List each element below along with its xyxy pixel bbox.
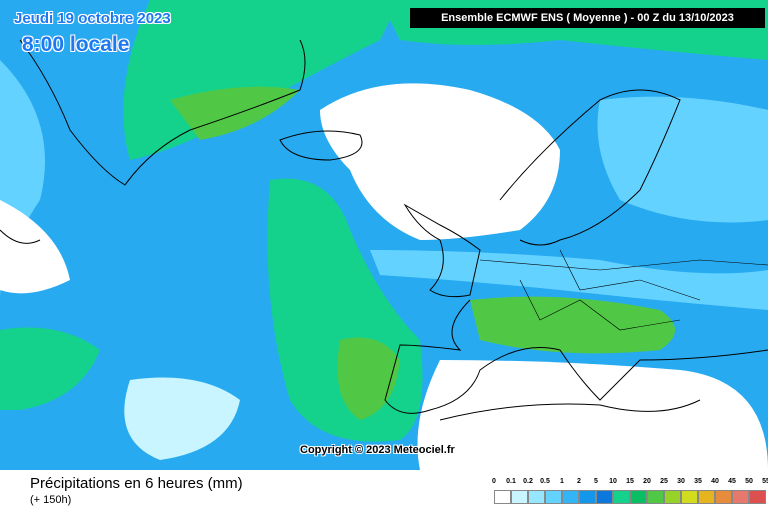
legend-label: 35 [694,478,702,485]
forecast-hour: (+ 150h) [30,494,72,506]
legend-swatch [596,490,613,504]
legend-label: 10 [609,478,617,485]
legend-swatch [511,490,528,504]
legend-label: 0 [492,478,496,485]
legend-label: 55 [762,478,768,485]
dry-area [417,360,768,470]
legend-swatch [630,490,647,504]
coastline [19,39,306,186]
precip-area [170,86,300,140]
legend-label: 15 [626,478,634,485]
date-label: Jeudi 19 octobre 2023 [14,10,171,27]
legend-label: 2 [577,478,581,485]
legend-label: 5 [594,478,598,485]
legend-swatch [681,490,698,504]
legend-label: 1 [560,478,564,485]
coastline [439,399,701,421]
precip-area [124,377,240,460]
legend-swatch [647,490,664,504]
legend-swatch [494,490,511,504]
map [0,0,768,470]
time-label: 8:00 locale [22,33,130,56]
precip-area [370,250,768,310]
legend-swatch [749,490,766,504]
legend-swatch [545,490,562,504]
color-legend: 0 0.1 0.2 0.5 1 2 5 10 15 20 25 30 35 40 45 50 55 [486,478,768,510]
border [519,279,681,331]
precip-area [337,337,400,420]
legend-swatch [562,490,579,504]
coastline [0,229,41,244]
coastline [403,203,481,298]
legend-swatch [715,490,732,504]
legend-label: 50 [745,478,753,485]
legend-label: 25 [660,478,668,485]
legend-swatch [579,490,596,504]
map-title: Précipitations en 6 heures (mm) [30,475,243,492]
legend-label: 0.2 [523,478,533,485]
copyright: Copyright © 2023 Meteociel.fr [300,444,455,456]
precip-area [0,327,100,410]
coastline [499,89,681,246]
legend-label: 0.5 [540,478,550,485]
legend-swatch [698,490,715,504]
legend-label: 0.1 [506,478,516,485]
borders [479,249,768,331]
dry-area [320,83,560,240]
precip-area [470,296,675,354]
legend-swatch [664,490,681,504]
border [479,259,768,271]
coastline [384,299,768,414]
legend-swatch [613,490,630,504]
legend-label: 20 [643,478,651,485]
legend-label: 40 [711,478,719,485]
border [559,249,701,301]
legend-label: 30 [677,478,685,485]
precip-area [0,200,70,294]
legend-swatch [528,490,545,504]
legend-label: 45 [728,478,736,485]
precip-area [597,96,768,223]
legend-swatch [732,490,749,504]
coastlines [0,39,768,421]
model-header: Ensemble ECMWF ENS ( Moyenne ) - 00 Z du… [410,8,765,28]
coastline [279,130,363,161]
